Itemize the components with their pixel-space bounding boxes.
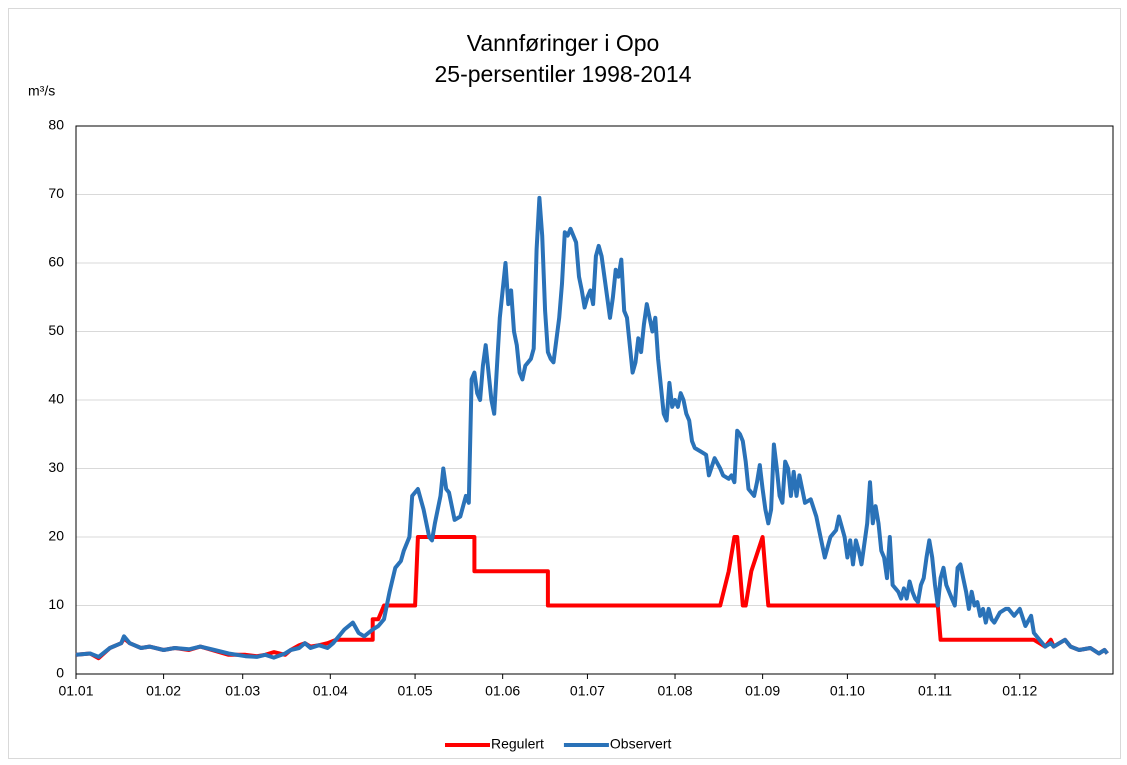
x-tick-label: 01.01 [58,683,93,699]
x-tick-label: 01.03 [225,683,260,699]
x-tick-label: 01.04 [313,683,348,699]
y-tick-label: 30 [48,459,64,475]
x-tick-label: 01.11 [918,683,952,699]
plot-area [75,125,1114,675]
y-tick-label: 40 [48,391,64,407]
x-tick-label: 01.02 [146,683,181,699]
y-tick-label: 20 [48,528,64,544]
chart-title: Vannføringer i Opo [467,30,660,56]
x-tick-label: 01.10 [830,683,865,699]
legend-label: Observert [610,736,672,752]
x-tick-label: 01.09 [745,683,780,699]
y-tick-label: 0 [56,665,64,681]
y-tick-label: 70 [48,185,64,201]
legend-label: Regulert [491,736,544,752]
y-tick-label: 60 [48,254,64,270]
y-tick-label: 10 [48,596,64,612]
chart-subtitle: 25-persentiler 1998-2014 [434,61,691,87]
y-tick-label: 80 [48,117,64,133]
x-tick-label: 01.07 [570,683,605,699]
x-tick-label: 01.12 [1002,683,1037,699]
x-tick-label: 01.06 [485,683,520,699]
series-line [75,195,1109,660]
x-tick-label: 01.08 [658,683,693,699]
x-tick-label: 01.05 [398,683,433,699]
chart-frame [8,8,1121,759]
y-tick-label: 50 [48,322,64,338]
y-axis-label: m³/s [28,83,55,99]
